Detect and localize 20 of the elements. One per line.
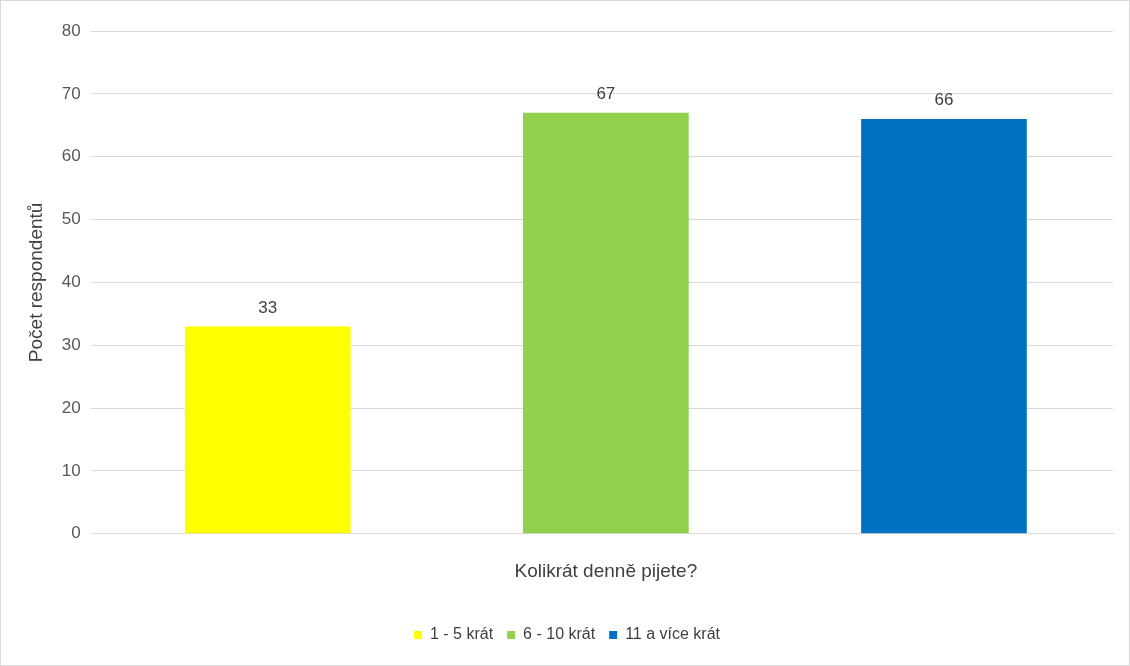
data-label: 67 [596, 83, 616, 103]
y-axis-title: Počet respondentů [24, 202, 46, 363]
x-axis-title: Kolikrát denně pijete? [514, 559, 698, 581]
legend-label: 1 - 5 krát [429, 625, 494, 643]
y-tick-label: 20 [61, 397, 81, 417]
y-tick-label: 40 [61, 272, 81, 292]
bar [523, 112, 689, 534]
data-label: 66 [934, 90, 954, 110]
legend-label: 11 a více krát [625, 625, 721, 643]
y-tick-label: 30 [61, 334, 81, 354]
y-tick-label: 70 [61, 83, 81, 103]
y-tick-label: 60 [61, 146, 81, 166]
y-tick-label: 0 [71, 523, 81, 543]
bar [861, 118, 1027, 534]
bar [184, 326, 351, 534]
y-tick-label: 10 [61, 460, 81, 480]
legend-label: 6 - 10 krát [523, 625, 596, 643]
y-tick-label: 80 [61, 20, 81, 40]
data-label: 33 [258, 297, 278, 317]
y-tick-label: 50 [61, 209, 81, 229]
